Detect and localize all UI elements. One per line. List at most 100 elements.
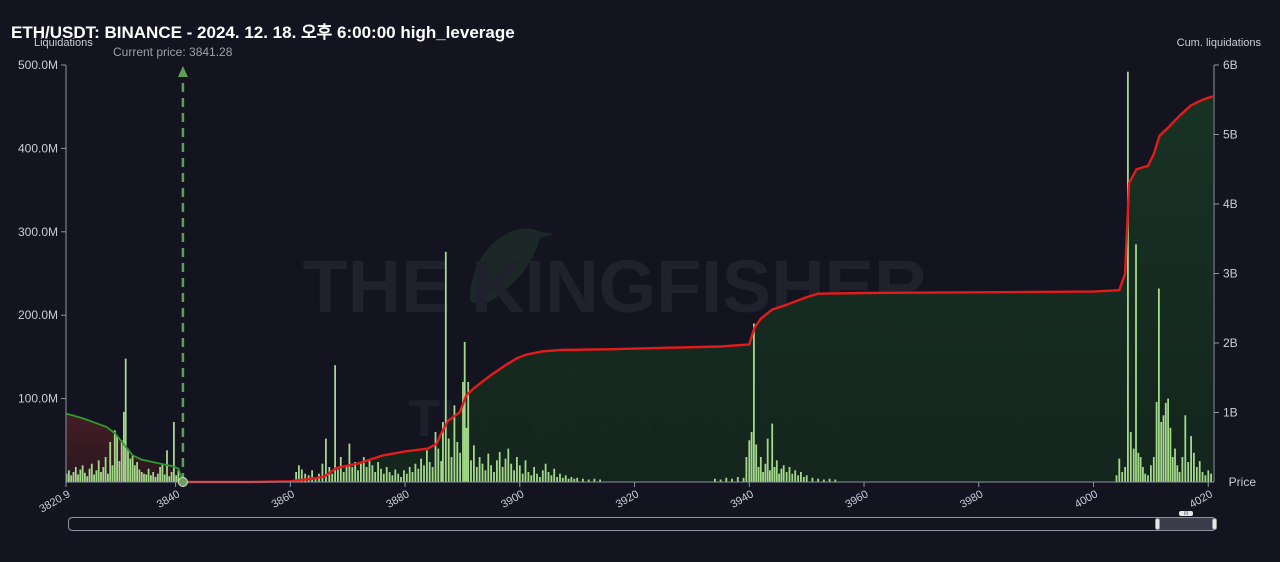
liquidation-bar (348, 443, 351, 482)
liquidation-bar (490, 465, 492, 482)
liquidation-bar (725, 477, 728, 482)
liquidation-bar (561, 477, 564, 482)
x-tick-label: 3820.9 (37, 488, 72, 515)
cumulative-left-line (65, 412, 184, 483)
liquidation-bar (136, 462, 138, 482)
current-price-arrow-icon (177, 66, 188, 77)
liquidation-bar (507, 448, 510, 482)
navigator-right-handle[interactable] (1212, 518, 1217, 530)
liquidation-bar (1195, 467, 1198, 482)
y-tick-label: 400.0M (18, 141, 58, 155)
liquidation-bar (1160, 422, 1163, 482)
liquidation-bar (762, 472, 764, 482)
liquidation-bar (371, 465, 374, 482)
liquidation-bar (374, 472, 377, 482)
navigator-left-handle[interactable] (1155, 518, 1160, 530)
liquidation-bar (444, 251, 447, 482)
liquidation-bar (513, 470, 515, 482)
liquidation-bar (550, 475, 553, 482)
liquidation-bar (143, 473, 145, 482)
liquidation-bar (1178, 472, 1181, 482)
x-tick-label: 3900 (499, 488, 526, 511)
liquidation-bar (475, 467, 478, 482)
liquidation-bar (129, 458, 132, 482)
cumulative-right-fill (182, 96, 1213, 483)
liquidation-bar (72, 472, 75, 482)
liquidation-bar (138, 469, 141, 482)
liquidation-bar (828, 478, 831, 482)
liquidation-bar (493, 472, 495, 482)
liquidation-bar (152, 472, 155, 482)
liquidation-bar (145, 474, 148, 482)
liquidation-bar (834, 479, 837, 482)
liquidation-bar (510, 463, 513, 482)
liquidation-bar (1184, 415, 1187, 482)
current-price-marker (177, 66, 188, 487)
liquidation-bar (368, 460, 371, 482)
liquidation-bar (411, 472, 414, 482)
liquidation-bar (400, 477, 402, 482)
liquidation-bar (1132, 448, 1135, 482)
liquidation-bar (462, 381, 464, 482)
liquidation-bar (113, 430, 116, 482)
navigator-window[interactable]: ||| (1155, 511, 1217, 530)
liquidation-bar (120, 440, 123, 482)
liquidation-bar (159, 467, 161, 482)
liquidation-bar (782, 465, 785, 482)
navigator-grip-icon[interactable]: ||| (1179, 511, 1193, 516)
x-tick-label: 3980 (958, 488, 985, 511)
liquidation-bar (536, 473, 538, 482)
liquidation-bar (521, 473, 524, 482)
liquidation-bar (456, 442, 459, 482)
liquidation-bar (1193, 452, 1195, 482)
liquidation-bar (420, 458, 422, 482)
current-price-dot[interactable] (177, 477, 188, 487)
liquidation-bar (823, 479, 825, 482)
liquidation-bar (65, 473, 68, 482)
liquidation-bar (463, 341, 466, 482)
liquidation-bar (166, 450, 168, 482)
liquidation-bar (764, 463, 767, 482)
liquidation-bar (1158, 288, 1160, 482)
liquidation-bar (428, 462, 431, 482)
liquidation-bar (599, 479, 601, 482)
liquidation-bar (518, 465, 521, 482)
liquidation-bar (70, 475, 73, 482)
liquidation-bar (778, 473, 780, 482)
liquidation-bar (111, 465, 114, 482)
liquidation-bar (1198, 461, 1201, 482)
liquidation-bar (567, 478, 570, 482)
liquidation-bar (478, 457, 481, 482)
y-tick-label: 200.0M (18, 308, 58, 322)
liquidation-bar (473, 445, 475, 482)
liquidation-bar (1121, 472, 1124, 482)
liquidation-bar (423, 465, 425, 482)
liquidation-bar (339, 457, 342, 482)
liquidation-bar (397, 473, 400, 482)
liquidation-bar (539, 477, 541, 482)
cumulative-lines (65, 95, 1214, 484)
x-tick-label: 4000 (1073, 488, 1100, 511)
liquidation-bar (177, 470, 180, 482)
liquidation-bar (745, 457, 748, 482)
liquidation-bar (576, 477, 579, 482)
liquidation-bar (314, 477, 317, 482)
cumulative-right-line (182, 95, 1214, 484)
liquidation-bar (1152, 457, 1155, 482)
liquidation-bar (817, 478, 819, 482)
liquidation-bar (533, 467, 535, 482)
liquidation-bar (1127, 71, 1129, 482)
liquidation-bar (530, 475, 533, 482)
liquidation-bar (100, 472, 102, 482)
range-navigator[interactable]: ||| (68, 511, 1217, 531)
liquidation-bar (750, 432, 753, 482)
liquidation-bar (780, 468, 783, 482)
liquidation-bar (527, 472, 530, 482)
liquidation-bar (68, 470, 70, 482)
liquidation-bar (1176, 465, 1179, 482)
liquidation-bar (434, 432, 437, 482)
liquidation-bar (757, 467, 760, 482)
liquidation-bar (321, 463, 324, 482)
liquidation-bar (766, 438, 769, 482)
liquidation-bar (405, 473, 408, 482)
